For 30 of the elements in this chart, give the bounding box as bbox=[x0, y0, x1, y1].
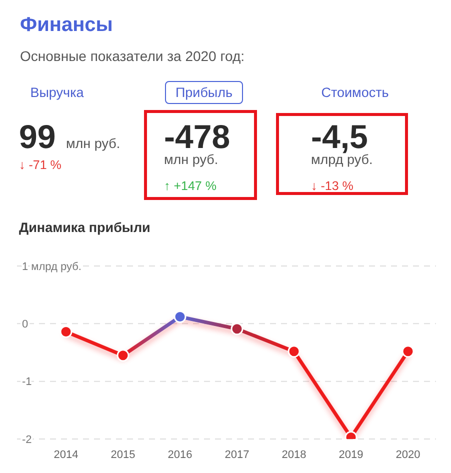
point bbox=[288, 345, 300, 358]
text: -4,5 bbox=[311, 118, 368, 155]
text: ↓ -71 % bbox=[19, 158, 62, 172]
text: -478 bbox=[164, 118, 230, 155]
x-tick-label: 2020 bbox=[396, 448, 420, 461]
category-label: Выручка bbox=[30, 85, 84, 100]
text: 99 bbox=[19, 118, 56, 155]
y-tick-label: 1 млрд руб. bbox=[22, 260, 82, 273]
text: ↑ +147 % bbox=[164, 179, 216, 193]
x-tick-label: 2017 bbox=[224, 448, 250, 461]
x-tick-label: 2015 bbox=[110, 448, 136, 461]
x-tick-label: 2018 bbox=[282, 448, 306, 461]
point bbox=[402, 345, 414, 358]
text: Основные показатели за 2020 год: bbox=[20, 48, 245, 64]
text: млн руб. bbox=[66, 136, 120, 151]
text: ↓ -13 % bbox=[311, 179, 354, 193]
x-tick-label: 2019 bbox=[338, 448, 364, 461]
y-tick-label: -1 bbox=[22, 376, 32, 388]
category-label: Стоимость bbox=[321, 85, 389, 100]
chart-title: Динамика прибыли bbox=[19, 220, 150, 235]
x-tick-label: 2016 bbox=[168, 448, 192, 461]
text: Финансы bbox=[20, 14, 113, 36]
y-tick-label: 0 bbox=[22, 318, 28, 331]
category-label: Прибыль bbox=[175, 85, 233, 100]
text: млн руб. bbox=[164, 152, 218, 167]
point bbox=[230, 322, 244, 336]
point bbox=[116, 349, 130, 362]
text: млрд руб. bbox=[311, 152, 373, 167]
y-tick-label: -2 bbox=[22, 434, 32, 446]
x-tick-label: 2014 bbox=[54, 448, 78, 461]
